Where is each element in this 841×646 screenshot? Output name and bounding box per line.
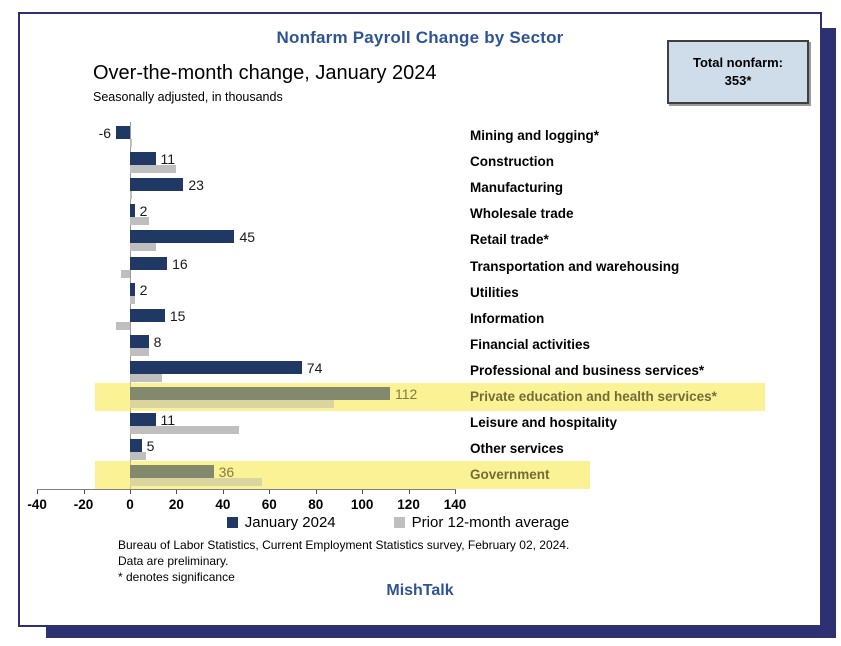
bar-prior-average bbox=[130, 426, 240, 435]
x-axis-tick bbox=[362, 490, 364, 494]
bar-january-2024 bbox=[130, 308, 165, 322]
frame-shadow-right bbox=[820, 28, 836, 637]
bar-january-2024 bbox=[130, 387, 390, 400]
bar-value-label: 74 bbox=[306, 359, 323, 376]
legend-item-prior-average: Prior 12-month average bbox=[393, 514, 570, 531]
category-label: Government bbox=[470, 467, 550, 483]
bar-january-2024 bbox=[130, 439, 142, 453]
bar-value-label: 8 bbox=[153, 333, 162, 350]
legend-swatch-navy bbox=[226, 517, 238, 528]
bar-prior-average bbox=[130, 165, 177, 174]
bar-value-label: 2 bbox=[139, 203, 148, 220]
bar-january-2024 bbox=[130, 282, 135, 296]
x-axis-tick bbox=[83, 490, 85, 494]
bar-value-label: 15 bbox=[169, 307, 186, 324]
legend-label: January 2024 bbox=[244, 514, 336, 531]
category-label: Wholesale trade bbox=[470, 206, 574, 222]
bar-value-label: 11 bbox=[160, 412, 176, 429]
x-axis-tick bbox=[269, 490, 271, 494]
bar-prior-average bbox=[120, 269, 130, 278]
bar-january-2024 bbox=[130, 413, 156, 427]
source-line: Bureau of Labor Statistics, Current Empl… bbox=[118, 538, 570, 552]
category-label: Mining and logging* bbox=[470, 128, 599, 143]
x-axis-tick-label: 80 bbox=[308, 497, 324, 512]
bar-prior-average bbox=[130, 400, 335, 408]
bar-january-2024 bbox=[130, 178, 184, 192]
bar-value-label: 2 bbox=[139, 281, 148, 298]
bar-january-2024 bbox=[116, 126, 130, 139]
bar-value-label: 45 bbox=[239, 229, 256, 246]
bar-prior-average bbox=[130, 191, 133, 200]
chart-note: Seasonally adjusted, in thousands bbox=[93, 90, 283, 104]
legend-swatch-gray bbox=[393, 517, 405, 528]
x-axis-tick-label: 40 bbox=[215, 497, 231, 512]
legend: January 2024 Prior 12-month average bbox=[118, 514, 678, 531]
x-axis-tick-label: -40 bbox=[27, 497, 47, 512]
x-axis-tick bbox=[454, 490, 456, 494]
category-label: Financial activities bbox=[470, 336, 591, 352]
footer-notes: Bureau of Labor Statistics, Current Empl… bbox=[118, 538, 569, 585]
bar-value-label: 16 bbox=[172, 255, 188, 272]
bar-january-2024 bbox=[130, 230, 235, 244]
category-label: Private education and health services* bbox=[470, 389, 717, 404]
bar-january-2024 bbox=[130, 204, 135, 218]
bar-january-2024 bbox=[130, 152, 156, 166]
bar-january-2024 bbox=[130, 360, 302, 374]
category-label: Utilities bbox=[470, 284, 519, 300]
zero-baseline bbox=[130, 122, 131, 489]
category-label: Transportation and warehousing bbox=[470, 258, 680, 274]
x-axis-tick-label: 20 bbox=[168, 497, 184, 512]
bar-value-label: 36 bbox=[218, 464, 235, 481]
bar-january-2024 bbox=[130, 256, 168, 270]
bar-january-2024 bbox=[130, 465, 214, 479]
x-axis-tick-label: -20 bbox=[73, 497, 94, 512]
total-nonfarm-value: 353* bbox=[724, 73, 752, 88]
legend-item-january-2024: January 2024 bbox=[226, 514, 336, 531]
bar-prior-average bbox=[130, 452, 147, 461]
x-axis-tick bbox=[315, 490, 317, 494]
bar-prior-average bbox=[116, 321, 130, 330]
x-axis-tick-label: 140 bbox=[443, 497, 467, 512]
total-nonfarm-box: Total nonfarm: 353* bbox=[667, 40, 809, 104]
x-axis-tick-label: 60 bbox=[261, 497, 277, 512]
x-axis-tick-label: 0 bbox=[126, 497, 134, 512]
bar-prior-average bbox=[130, 139, 133, 147]
category-label: Leisure and hospitality bbox=[470, 415, 618, 431]
bar-january-2024 bbox=[130, 334, 149, 348]
category-label: Manufacturing bbox=[470, 180, 563, 196]
bar-value-label: 5 bbox=[146, 438, 155, 455]
bar-value-label: 23 bbox=[188, 177, 204, 194]
x-axis-tick bbox=[176, 490, 178, 494]
bar-prior-average bbox=[130, 295, 135, 304]
bar-prior-average bbox=[130, 347, 149, 356]
preliminary-line: Data are preliminary. bbox=[118, 553, 229, 568]
x-axis-tick bbox=[222, 490, 224, 494]
x-axis-tick-label: 120 bbox=[397, 497, 420, 512]
x-axis bbox=[37, 489, 456, 490]
bar-value-label: -6 bbox=[98, 125, 112, 141]
legend-label: Prior 12-month average bbox=[411, 514, 570, 531]
bar-prior-average bbox=[130, 373, 163, 382]
category-label: Retail trade* bbox=[470, 232, 549, 248]
category-label: Other services bbox=[470, 441, 564, 457]
bar-value-label: 112 bbox=[394, 386, 418, 402]
bar-prior-average bbox=[130, 243, 156, 252]
chart-title: Nonfarm Payroll Change by Sector bbox=[276, 28, 564, 47]
x-axis-tick bbox=[130, 490, 131, 494]
category-label: Construction bbox=[470, 154, 554, 170]
x-axis-tick bbox=[37, 490, 39, 494]
x-axis-tick-label: 100 bbox=[350, 497, 374, 512]
x-axis-tick bbox=[408, 490, 410, 494]
brand-mishtalk: MishTalk bbox=[386, 582, 454, 599]
chart-subtitle: Over-the-month change, January 2024 bbox=[93, 62, 437, 84]
significance-line: * denotes significance bbox=[118, 569, 235, 584]
bar-prior-average bbox=[130, 217, 149, 226]
bar-value-label: 11 bbox=[160, 151, 176, 168]
frame-shadow-bottom bbox=[46, 625, 836, 638]
category-label: Information bbox=[470, 310, 545, 326]
total-nonfarm-label: Total nonfarm: bbox=[692, 55, 784, 71]
bar-prior-average bbox=[130, 478, 263, 487]
category-label: Professional and business services* bbox=[470, 362, 705, 378]
